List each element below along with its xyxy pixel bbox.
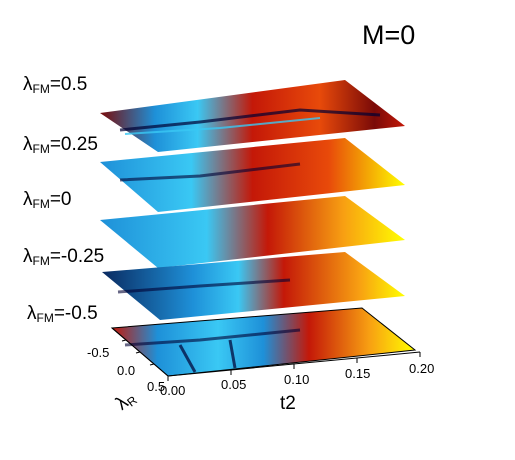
x-tick-label: 0.15 [345,366,371,381]
y-tick-label: -0.5 [87,345,110,360]
layer-label-5: λFM=-0.5 [27,303,98,325]
x-tick-label: 0.20 [409,361,435,376]
layer-label-4: λFM=-0.25 [23,246,105,268]
x-tick-label: 0.00 [160,383,186,398]
x-axis-label: t2 [280,393,296,414]
x-tick-label: 0.10 [284,372,310,387]
layer-label-2: λFM=0.25 [23,134,98,156]
y-tick-label: 0.0 [117,363,136,378]
axes [111,327,421,381]
y-tick-label: 0.5 [147,379,166,394]
y-tick-mark [149,363,155,366]
x-tick-label: 0.05 [221,377,247,392]
heatmap-layer-2 [100,138,405,212]
y-tick-mark [135,351,141,354]
chart-title: M=0 [362,20,416,50]
y-tick-mark [121,339,127,342]
layer-label-1: λFM=0.5 [23,74,88,96]
layer-label-3: λFM=0 [23,189,72,211]
heatmap-layer-3 [100,196,405,268]
heatmap-layer-1 [100,80,405,152]
heatmap-layer-4 [102,252,405,320]
